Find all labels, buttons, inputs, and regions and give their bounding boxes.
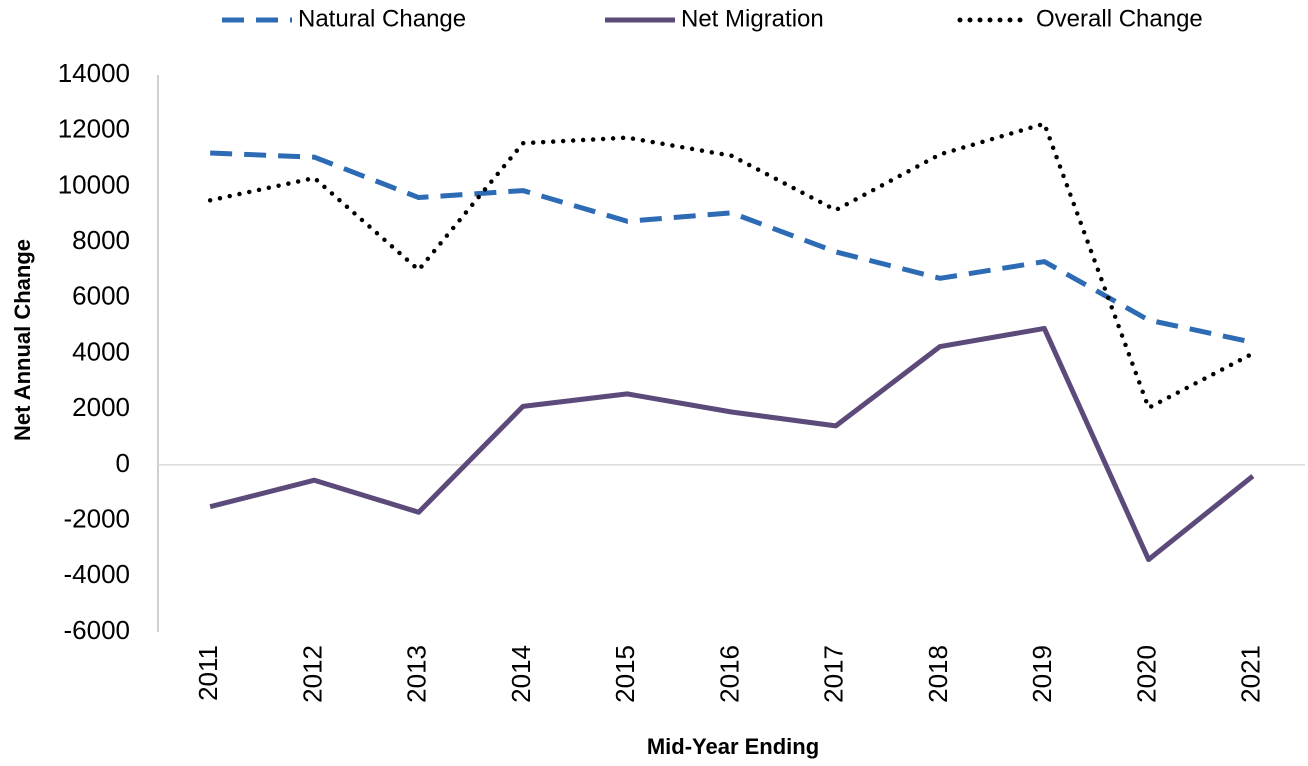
y-tick-label: -6000 xyxy=(64,615,131,645)
x-tick-label: 2011 xyxy=(193,645,223,701)
x-tick-label: 2018 xyxy=(923,645,953,703)
x-tick-label: 2016 xyxy=(714,645,744,703)
legend-label: Natural Change xyxy=(298,5,466,32)
y-tick-label: -4000 xyxy=(64,559,131,589)
y-axis-title: Net Annual Change xyxy=(10,239,35,441)
x-tick-label: 2014 xyxy=(506,645,536,703)
x-axis-title: Mid-Year Ending xyxy=(647,734,819,759)
legend-label: Net Migration xyxy=(681,5,824,32)
y-tick-label: 14000 xyxy=(58,58,130,88)
x-tick-label: 2017 xyxy=(819,645,849,703)
y-tick-label: 0 xyxy=(116,448,130,478)
y-tick-label: 2000 xyxy=(72,392,130,422)
x-tick-label: 2015 xyxy=(610,645,640,703)
series-line xyxy=(209,325,1255,563)
y-tick-label: 10000 xyxy=(58,169,130,199)
x-tick-label: 2012 xyxy=(297,645,327,703)
series-line xyxy=(207,121,1256,411)
x-tick-label: 2013 xyxy=(402,645,432,703)
y-tick-label: 6000 xyxy=(72,281,130,311)
legend-label: Overall Change xyxy=(1036,5,1203,32)
y-tick-label: 8000 xyxy=(72,225,130,255)
series-line xyxy=(210,150,1254,345)
x-tick-label: 2019 xyxy=(1027,645,1057,703)
x-tick-label: 2020 xyxy=(1131,645,1161,703)
y-tick-label: 4000 xyxy=(72,336,130,366)
y-tick-label: -2000 xyxy=(64,503,131,533)
y-tick-label: 12000 xyxy=(58,114,130,144)
x-tick-label: 2021 xyxy=(1236,645,1266,703)
